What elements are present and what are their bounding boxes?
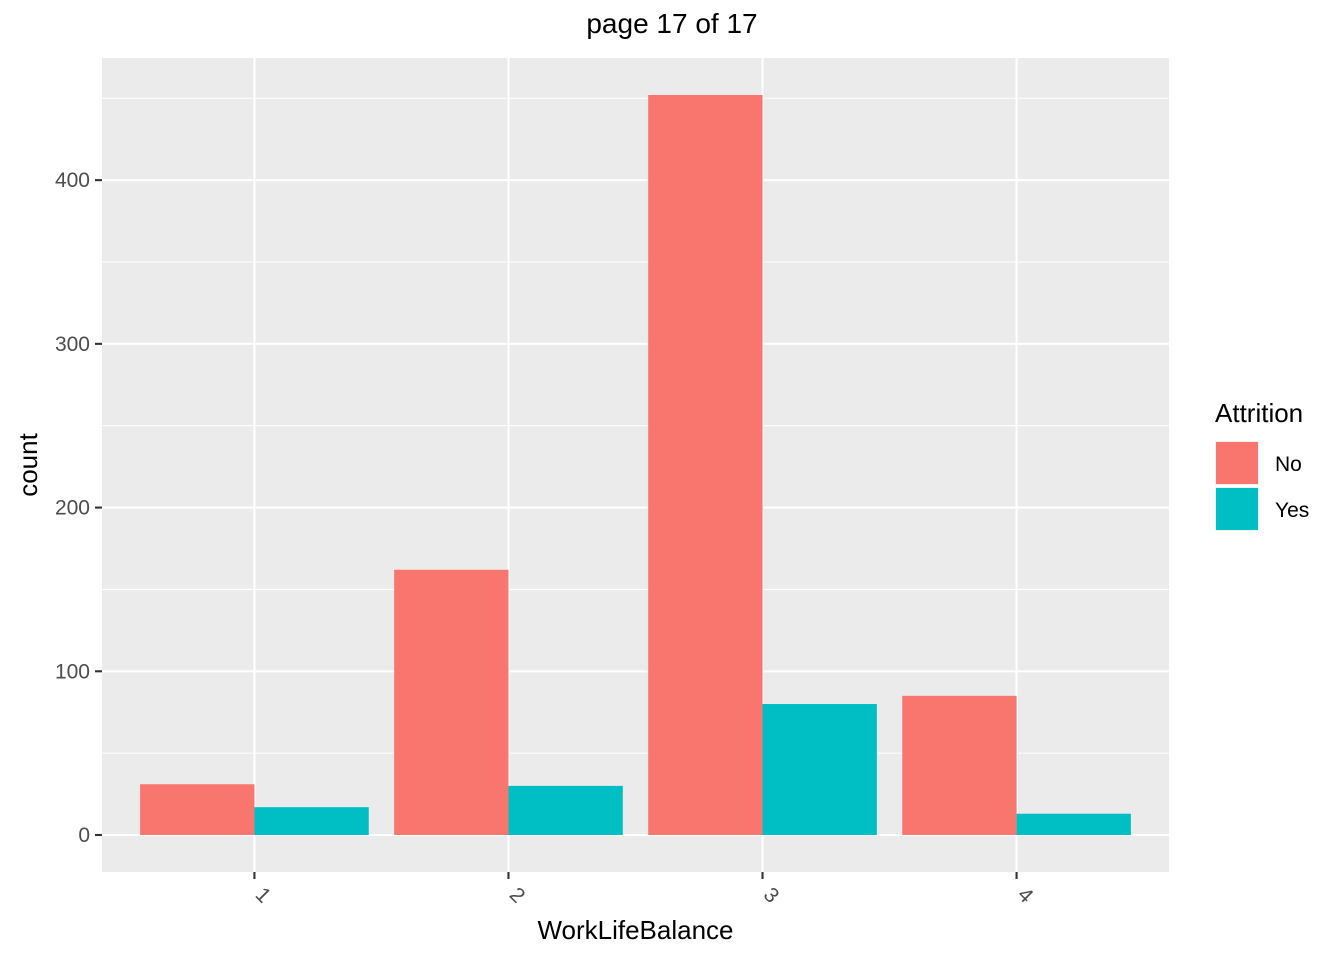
legend-title: Attrition	[1215, 398, 1303, 428]
bar-no-2	[394, 569, 509, 835]
bar-yes-2	[508, 785, 623, 835]
x-tick-label: 2	[505, 883, 530, 908]
y-tick-label: 0	[78, 824, 90, 847]
x-tick-label: 1	[251, 883, 276, 908]
y-tick-label: 200	[55, 497, 90, 520]
x-axis-title: WorkLifeBalance	[537, 915, 733, 945]
legend: Attrition No Yes	[1215, 398, 1309, 531]
bar-no-1	[140, 784, 255, 835]
y-axis-title: count	[13, 432, 43, 496]
legend-items: No Yes	[1215, 441, 1309, 531]
legend-label-yes: Yes	[1275, 499, 1309, 522]
x-axis: 1 2 3 4	[251, 872, 1038, 908]
y-axis: 0 100 200 300 400	[55, 169, 102, 847]
bar-yes-4	[1016, 813, 1131, 835]
bar-yes-1	[254, 807, 369, 835]
bar-yes-3	[762, 704, 877, 835]
legend-swatch-no	[1216, 442, 1258, 484]
x-tick-label: 3	[759, 883, 784, 908]
chart-title: page 17 of 17	[586, 8, 757, 39]
y-tick-label: 100	[55, 660, 90, 683]
bars	[140, 95, 1131, 835]
bar-no-4	[902, 695, 1017, 835]
y-tick-label: 400	[55, 169, 90, 192]
gridlines	[102, 58, 1169, 872]
legend-label-no: No	[1275, 453, 1302, 476]
bar-no-3	[648, 95, 763, 835]
legend-swatch-yes	[1216, 488, 1258, 530]
y-tick-label: 300	[55, 333, 90, 356]
x-tick-label: 4	[1013, 883, 1038, 908]
